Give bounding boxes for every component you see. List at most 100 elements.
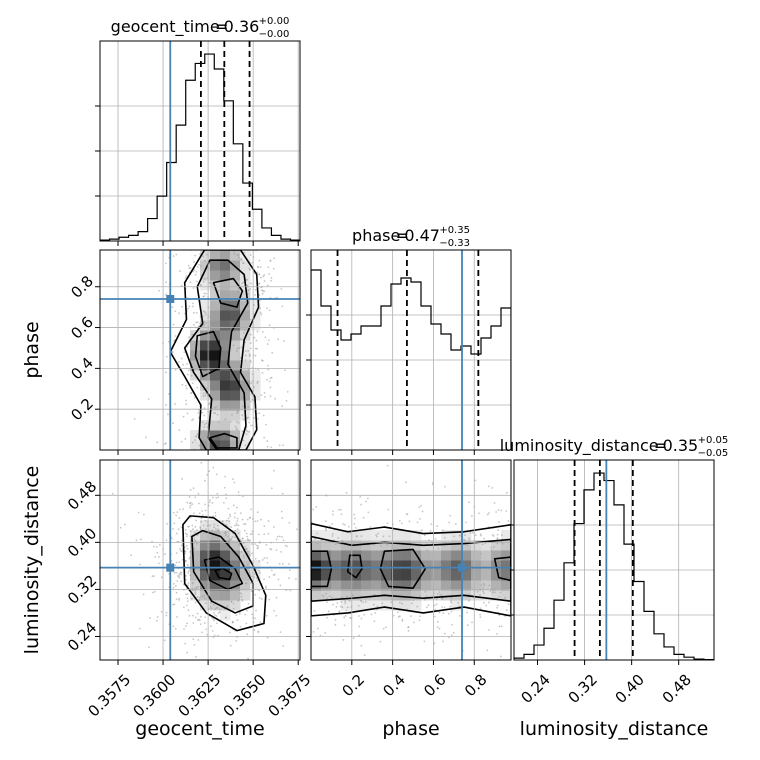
sample-point	[345, 609, 348, 612]
histogram-step	[100, 53, 300, 241]
sample-point	[182, 508, 185, 511]
sample-point	[164, 553, 166, 556]
y-tick-label: 0.4	[67, 354, 97, 384]
density-cell	[501, 540, 511, 551]
sample-point	[203, 324, 206, 326]
sample-point	[165, 355, 168, 358]
density-cell	[461, 580, 472, 591]
sample-point	[302, 612, 304, 614]
density-cell	[361, 570, 372, 581]
sample-point	[335, 605, 338, 608]
sample-point	[194, 601, 197, 604]
sample-point	[268, 273, 270, 275]
sample-point	[246, 518, 249, 521]
sample-point	[363, 654, 366, 657]
sample-point	[331, 535, 334, 537]
sample-point	[229, 538, 231, 541]
sample-point	[180, 357, 183, 360]
sample-point	[326, 616, 328, 619]
sample-point	[436, 621, 439, 623]
sample-point	[236, 411, 239, 414]
sample-point	[438, 591, 441, 594]
sample-point	[244, 523, 247, 525]
sample-point	[154, 556, 157, 558]
sample-point	[202, 280, 205, 283]
density-cell	[200, 330, 211, 341]
density-cell	[240, 320, 251, 331]
sample-point	[231, 478, 234, 481]
sample-point	[364, 601, 367, 603]
title-plus: +0.05	[698, 435, 729, 446]
density-cell	[421, 580, 432, 591]
density-cell	[200, 590, 211, 601]
density-cell	[401, 540, 412, 551]
sample-point	[257, 545, 260, 548]
density-cell	[210, 340, 221, 351]
density-cell	[501, 590, 511, 601]
density-cell	[240, 580, 251, 591]
sample-point	[186, 597, 189, 600]
sample-point	[421, 529, 423, 532]
sample-point	[194, 589, 197, 592]
density-cell	[311, 580, 322, 591]
density-cell	[220, 250, 231, 261]
density-cell	[240, 390, 251, 401]
sample-point	[246, 535, 249, 538]
sample-point	[468, 593, 471, 596]
contour-core	[214, 567, 233, 581]
sample-point	[177, 528, 180, 531]
sample-point	[241, 405, 244, 408]
sample-point	[175, 532, 178, 535]
sample-point	[479, 594, 481, 596]
sample-point	[170, 559, 173, 562]
sample-point	[194, 531, 196, 534]
sample-point	[180, 549, 182, 552]
sample-point	[442, 640, 444, 643]
sample-point	[305, 592, 307, 594]
sample-point	[342, 522, 345, 525]
density-cell	[200, 550, 211, 561]
sample-point	[327, 610, 330, 613]
sample-point	[189, 530, 192, 533]
sample-point	[309, 618, 311, 620]
sample-point	[252, 456, 254, 458]
sample-point	[377, 532, 379, 535]
density-cell	[190, 560, 201, 571]
sample-point	[214, 412, 217, 415]
sample-point	[212, 515, 214, 518]
sample-point	[376, 608, 379, 611]
x-tick-label: 0.24	[517, 671, 553, 707]
sample-point	[263, 525, 266, 527]
sample-point	[267, 364, 269, 367]
plot-area	[311, 250, 511, 450]
density-cell	[200, 250, 211, 261]
sample-point	[214, 515, 217, 517]
sample-point	[505, 491, 508, 494]
density-cell	[361, 590, 372, 601]
x-tick-label: 0.40	[612, 671, 648, 707]
sample-point	[189, 542, 192, 545]
sample-point	[254, 354, 257, 357]
sample-point	[242, 554, 245, 557]
sample-point	[481, 543, 484, 546]
sample-point	[498, 595, 501, 598]
sample-point	[202, 395, 205, 397]
sample-point	[190, 391, 193, 394]
sample-point	[142, 513, 145, 516]
sample-point	[245, 547, 247, 550]
sample-point	[161, 453, 163, 455]
density-cell	[471, 540, 482, 551]
sample-point	[241, 518, 244, 521]
sample-point	[258, 259, 261, 262]
sample-point	[500, 655, 502, 658]
density-cell	[391, 580, 402, 591]
sample-point	[247, 289, 250, 291]
plot-area	[302, 460, 511, 660]
density-cell	[210, 430, 221, 441]
sample-point	[401, 618, 404, 621]
sample-point	[308, 613, 310, 615]
sample-point	[241, 414, 244, 417]
sample-point	[196, 433, 199, 436]
sample-point	[184, 528, 187, 531]
sample-point	[198, 512, 201, 515]
